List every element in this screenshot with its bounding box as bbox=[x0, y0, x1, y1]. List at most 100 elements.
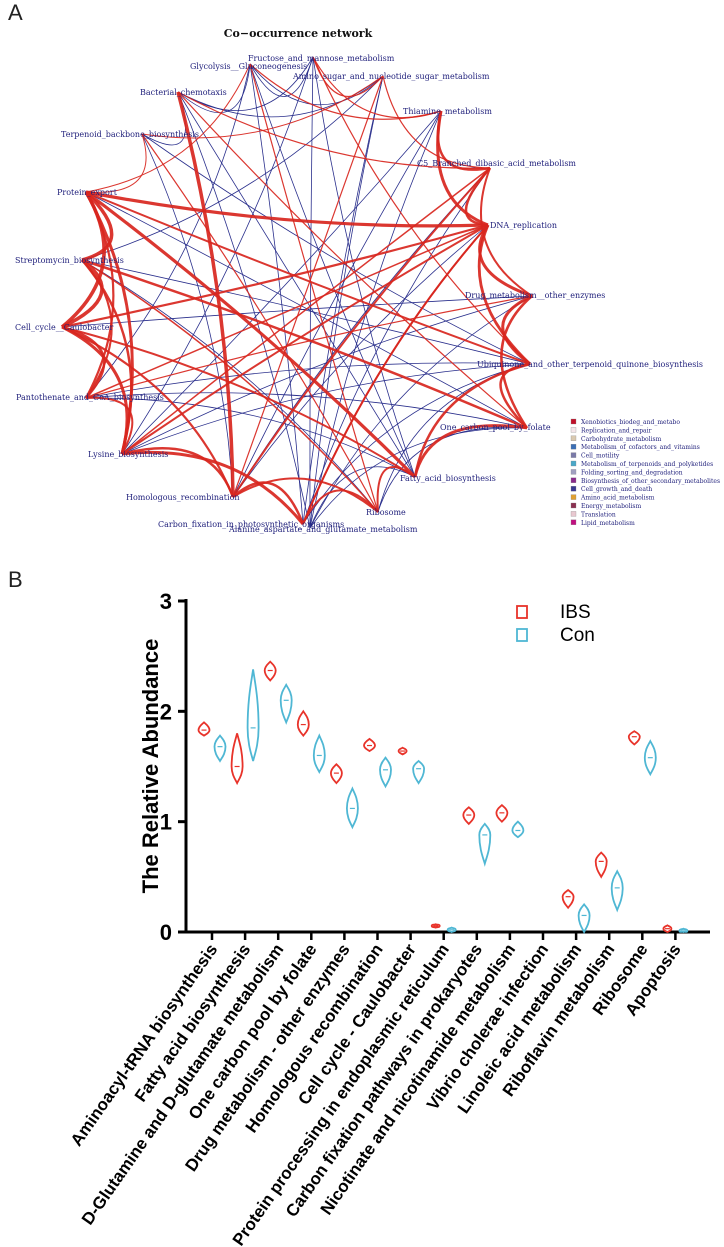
negative-edge-21 bbox=[232, 110, 442, 498]
node-label-cell-cycle-caulobacter: Cell_cycle__Caulobacter bbox=[15, 323, 113, 332]
positive-edge-40 bbox=[232, 75, 384, 498]
node-label-terpenoid-backbone-biosynthesis: Terpenoid_backbone_biosynthesis bbox=[61, 130, 199, 139]
positive-edge-26 bbox=[436, 110, 489, 227]
legend-swatch-metabolism-of-cofactors-and-vitamins bbox=[570, 444, 577, 450]
violin-con-nicotinate-and-nicotinamide-metabolism bbox=[511, 820, 525, 839]
node-label-homologous-recombination: Homologous_recombination bbox=[126, 493, 240, 502]
legend-label-con: Con bbox=[560, 625, 595, 646]
negative-edge-12 bbox=[177, 91, 311, 529]
negative-edge-27 bbox=[85, 397, 416, 478]
positive-edge-9 bbox=[61, 325, 129, 455]
node-label-amino-sugar-and-nucleotide-sugar-metabolism: Amino_sugar_and_nucleotide_sugar_metabol… bbox=[292, 72, 490, 81]
positive-edge-36 bbox=[232, 167, 491, 498]
positive-edge-35 bbox=[121, 224, 489, 455]
network-legend: Xenobiotics_biodeg_and_metaboReplication… bbox=[570, 418, 720, 527]
positive-edge-14 bbox=[121, 450, 305, 525]
legend-label-replication-and-repair: Replication_and_repair bbox=[581, 427, 652, 434]
negative-edge-32 bbox=[121, 56, 314, 455]
negative-edge-39 bbox=[309, 466, 416, 529]
violin-con-linoleic-acid-metabolism bbox=[577, 902, 591, 935]
legend-label-metabolism-of-cofactors-and-vitamins: Metabolism_of_cofactors_and_vitamins bbox=[581, 444, 700, 451]
positive-edge-22 bbox=[413, 424, 528, 478]
violin-ibs-aminoacyl-trna-biosynthesis bbox=[197, 721, 211, 737]
node-label-carbon-fixation-in-photosynthetic-organisms: Carbon_fixation_in_photosynthetic_organi… bbox=[158, 520, 344, 529]
negative-edge-10 bbox=[249, 63, 416, 478]
y-tick-label-0: 0 bbox=[160, 920, 172, 945]
node-label-one-carbon-pool-by-folate: One_carbon_pool_by_folate bbox=[440, 423, 551, 432]
legend-label-cell-growth-and-death: Cell_growth_and_death bbox=[581, 486, 652, 493]
positive-edge-50 bbox=[249, 63, 442, 120]
positive-edge-45 bbox=[61, 326, 416, 478]
positive-edge-19 bbox=[501, 294, 533, 366]
node-label-fructose-and-mannose-metabolism: Fructose_and_mannose_metabolism bbox=[248, 54, 395, 63]
positive-edge-47 bbox=[85, 295, 533, 399]
legend-swatch-con bbox=[516, 628, 528, 642]
negative-edge-8 bbox=[302, 75, 384, 525]
legend-swatch-translation bbox=[570, 511, 577, 517]
positive-edge-42 bbox=[141, 133, 379, 513]
y-tick-label-2: 2 bbox=[160, 699, 172, 724]
legend-label-energy-metabolism: Energy_metabolism bbox=[581, 503, 641, 510]
network-node-labels: Glycolysis__GluconeogenesisFructose_and_… bbox=[15, 54, 703, 534]
negative-edge-23 bbox=[232, 224, 489, 498]
negative-edge-26 bbox=[309, 427, 528, 529]
node-label-ubiquinone-and-other-terpenoid-quinone-biosynthesis: Ubiquinone_and_other_terpenoid_quinone_b… bbox=[477, 360, 703, 369]
negative-edge-17 bbox=[85, 362, 531, 399]
y-tick-label-3: 3 bbox=[160, 589, 172, 614]
legend-label-xenobiotics-biodeg-and-metabo: Xenobiotics_biodeg_and_metabo bbox=[581, 419, 680, 426]
negative-edge-7 bbox=[309, 56, 314, 529]
negative-edge-33 bbox=[81, 75, 384, 261]
negative-edge-1 bbox=[249, 63, 384, 106]
node-label-thiamine-metabolism: Thiamine_metabolism bbox=[403, 107, 492, 116]
legend-swatch-carbohydrate-metabolism bbox=[570, 435, 577, 441]
legend-swatch-lipid-metabolism bbox=[570, 519, 577, 525]
legend-label-cell-motility: Cell_motility bbox=[581, 453, 620, 460]
node-label-protein-export: Protein_export bbox=[57, 188, 118, 197]
node-label-pantothenate-and-coa-biosynthesis: Pantothenate_and_CoA_biosynthesis bbox=[16, 393, 164, 402]
positive-edge-33 bbox=[85, 224, 489, 399]
negative-edge-25 bbox=[302, 363, 531, 525]
negative-edge-4 bbox=[177, 63, 251, 114]
node-label-fatty-acid-biosynthesis: Fatty_acid_biosynthesis bbox=[400, 474, 496, 483]
node-label-drug-metabolism-other-enzymes: Drug_metabolism__other_enzymes bbox=[465, 291, 605, 300]
legend-label-ibs: IBS bbox=[560, 602, 591, 623]
negative-edge-24 bbox=[121, 295, 533, 455]
negative-edge-35 bbox=[141, 133, 531, 365]
legend-label-biosynthesis-of-other-secondary-metabolites: Biosynthesis_of_other_secondary_metaboli… bbox=[581, 478, 720, 485]
positive-edge-0 bbox=[81, 190, 114, 262]
legend-swatch-biosynthesis-of-other-secondary-metabolites bbox=[570, 477, 577, 483]
violin-ibs-linoleic-acid-metabolism bbox=[561, 888, 575, 910]
positive-edge-44 bbox=[302, 224, 489, 525]
y-tick-label-1: 1 bbox=[160, 810, 172, 835]
violin-ibs-ribosome bbox=[627, 730, 641, 746]
violin-con-homologous-recombination bbox=[379, 756, 392, 789]
legend-swatch-replication-and-repair bbox=[570, 427, 577, 433]
legend-label-translation: Translation bbox=[581, 511, 616, 518]
legend-label-lipid-metabolism: Lipid_metabolism bbox=[581, 520, 635, 527]
network-edges bbox=[60, 56, 533, 529]
positive-edge-51 bbox=[312, 56, 384, 97]
negative-edge-34 bbox=[177, 91, 416, 478]
positive-edge-17 bbox=[478, 224, 533, 298]
positive-edge-28 bbox=[479, 167, 533, 297]
node-label-dna-replication: DNA_replication bbox=[490, 221, 557, 230]
violin-ibs-fatty-acid-biosynthesis bbox=[230, 733, 244, 786]
violin-ibs-one-carbon-pool-by-folate bbox=[296, 709, 310, 738]
y-ticks: 0 1 2 3 bbox=[160, 589, 186, 945]
node-label-streptomycin-biosynthesis: Streptomycin_biosynthesis bbox=[15, 256, 124, 265]
positive-edge-48 bbox=[85, 133, 147, 193]
panel-b-letter: B bbox=[8, 567, 23, 592]
positive-edge-52 bbox=[177, 91, 491, 169]
violin-chart: The Relative Abundance 0 1 2 3 Aminoacyl-tR… bbox=[67, 589, 710, 1247]
y-axis-label: The Relative Abundance bbox=[138, 639, 163, 894]
violin-con-carbon-fixation-pathways-in-prokaryotes bbox=[478, 822, 492, 867]
legend-label-folding-sorting-and-degradation: Folding_sorting_and_degradation bbox=[581, 469, 683, 476]
legend-label-carbohydrate-metabolism: Carbohydrate_metabolism bbox=[581, 436, 662, 443]
panel-a-letter: A bbox=[8, 0, 23, 25]
legend-label-metabolism-of-terpenoids-and-polyketides: Metabolism_of_terpenoids_and_polyketides bbox=[581, 461, 713, 468]
violin-ibs-riboflavin-metabolism bbox=[594, 851, 608, 879]
positive-edge-43 bbox=[121, 167, 491, 455]
legend-swatch-cell-growth-and-death bbox=[570, 486, 577, 492]
